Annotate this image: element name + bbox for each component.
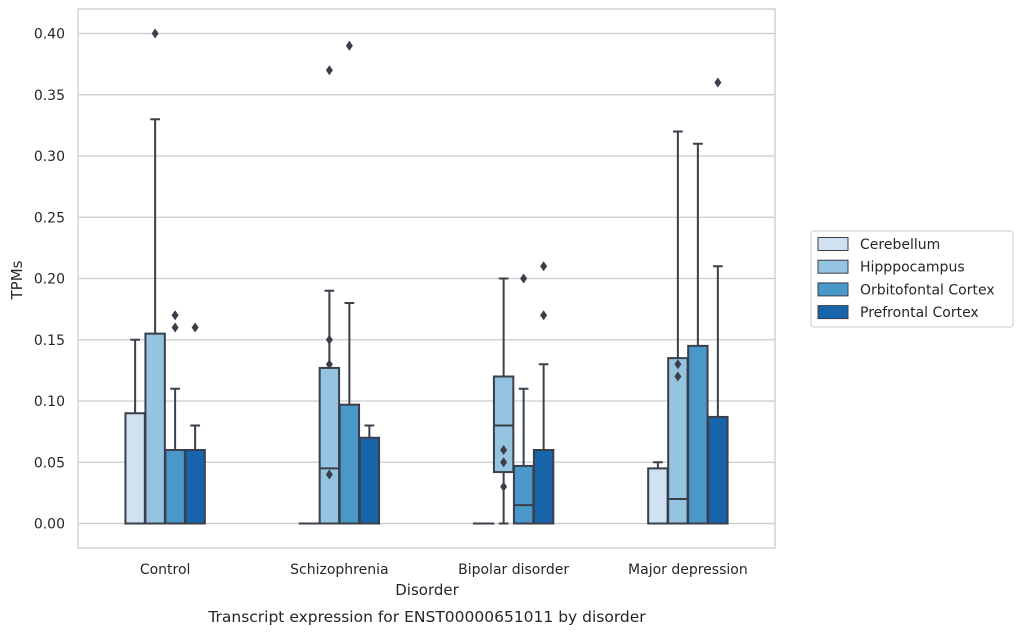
outlier-point xyxy=(540,310,548,321)
outlier-point xyxy=(500,457,508,468)
chart-caption: Transcript expression for ENST0000065101… xyxy=(207,608,646,626)
plot-area-frame xyxy=(77,8,776,549)
box xyxy=(512,464,535,525)
x-tick-labels: Control Schizophrenia Bipolar disorder Majo… xyxy=(140,562,748,578)
y-tick-label: 0.00 xyxy=(34,517,65,533)
y-tick-label: 0.20 xyxy=(34,272,65,288)
box-group xyxy=(358,424,381,525)
box-layer xyxy=(124,28,729,525)
x-tick-label: Bipolar disorder xyxy=(458,562,569,578)
y-tick-label: 0.30 xyxy=(34,149,65,165)
box-group xyxy=(667,130,689,525)
box xyxy=(144,332,166,525)
box xyxy=(707,415,729,525)
outlier-point xyxy=(325,359,333,370)
y-tick-labels: 0.00 0.05 0.10 0.15 0.20 0.25 0.30 0.35 0.40 xyxy=(34,27,65,533)
outlier-point xyxy=(151,28,159,39)
box-group xyxy=(164,310,186,525)
legend-swatch xyxy=(817,305,849,320)
y-tick-label: 0.05 xyxy=(34,455,65,471)
outlier-point xyxy=(674,359,682,370)
box-group xyxy=(338,40,361,525)
legend: Cerebellum Hipppocampus Orbitofontal Corte… xyxy=(810,230,1014,328)
outlier-point xyxy=(171,310,179,321)
box xyxy=(647,467,669,525)
box-group xyxy=(124,338,146,525)
y-tick-label: 0.15 xyxy=(34,333,65,349)
box xyxy=(338,403,361,525)
x-axis-label: Disorder xyxy=(395,581,459,599)
outlier-point xyxy=(500,445,508,455)
box-group xyxy=(318,65,341,525)
box xyxy=(318,366,341,525)
legend-swatch xyxy=(817,282,849,297)
box xyxy=(358,436,381,525)
box xyxy=(124,412,146,525)
box-group xyxy=(184,322,206,525)
legend-label: Cerebellum xyxy=(860,237,940,253)
box xyxy=(532,449,555,525)
legend-label: Orbitofontal Cortex xyxy=(860,282,995,298)
x-tick-label: Major depression xyxy=(628,562,748,578)
box-group xyxy=(532,261,555,525)
legend-frame xyxy=(810,230,1014,328)
outlier-point xyxy=(714,77,722,88)
outlier-point xyxy=(325,469,333,480)
box xyxy=(164,449,186,525)
y-tick-label: 0.35 xyxy=(34,88,65,104)
outlier-point xyxy=(191,322,199,333)
legend-label: Prefrontal Cortex xyxy=(860,305,979,321)
box-group xyxy=(647,461,669,525)
box-group xyxy=(707,77,729,525)
y-tick-label: 0.25 xyxy=(34,210,65,226)
box-group xyxy=(492,277,515,525)
outlier-point xyxy=(500,481,508,492)
outlier-point xyxy=(540,261,548,272)
x-tick-label: Control xyxy=(140,562,191,578)
box-group xyxy=(512,273,535,525)
outlier-point xyxy=(325,65,333,76)
box xyxy=(687,344,709,525)
legend-swatch xyxy=(817,259,849,274)
box-group xyxy=(687,142,709,525)
outlier-point xyxy=(674,371,682,382)
box xyxy=(492,375,515,474)
legend-swatch xyxy=(817,237,849,251)
legend-label: Hipppocampus xyxy=(860,260,965,276)
box xyxy=(184,449,206,525)
outlier-point xyxy=(325,334,333,345)
y-tick-label: 0.10 xyxy=(34,394,65,410)
y-axis-label: TPMs xyxy=(8,260,26,300)
outlier-point xyxy=(520,273,528,284)
outlier-point xyxy=(171,322,179,333)
x-tick-label: Schizophrenia xyxy=(290,562,388,578)
box-group xyxy=(144,28,166,525)
y-tick-label: 0.40 xyxy=(34,27,65,43)
outlier-point xyxy=(345,40,353,51)
